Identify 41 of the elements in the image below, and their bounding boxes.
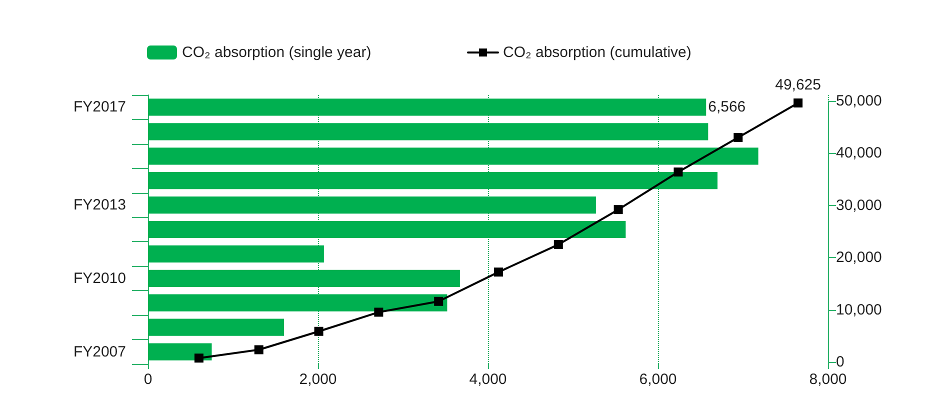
point: [794, 98, 803, 108]
x-tick-label: 0: [144, 371, 152, 388]
bar: [148, 270, 460, 287]
point: [434, 296, 444, 306]
bar: [148, 172, 718, 190]
point: [374, 308, 384, 317]
legend-label: CO₂ absorption (single year): [182, 44, 372, 61]
point: [314, 326, 324, 336]
x-tick-label: 6,000: [639, 371, 677, 388]
bar: [148, 196, 596, 214]
y-tick-label: FY2007: [73, 343, 126, 360]
legend-label: CO₂ absorption (cumulative): [503, 44, 692, 61]
data-label: 49,625: [775, 76, 821, 94]
x-tick-label: 4,000: [469, 371, 507, 388]
bar: [148, 245, 324, 263]
point: [674, 167, 683, 176]
point: [614, 205, 623, 214]
y-tick-label: 10,000: [836, 301, 882, 318]
bar: [148, 294, 448, 312]
point: [494, 268, 503, 277]
point: [734, 133, 743, 142]
y-tick-label: 0: [836, 354, 844, 370]
y-tick-label: FY2010: [73, 270, 126, 287]
bar: [148, 123, 708, 140]
bar: [148, 220, 626, 238]
x-tick-label: 8,000: [809, 371, 847, 388]
point: [194, 354, 204, 363]
bar: [148, 343, 212, 360]
bar: [148, 318, 284, 336]
y-tick-label: FY2013: [73, 196, 126, 214]
y-tick-label: 30,000: [836, 196, 882, 214]
point: [254, 345, 264, 354]
bar: [148, 148, 758, 165]
y-tick-label: 50,000: [836, 92, 882, 110]
y-tick-label: FY2017: [73, 98, 126, 116]
x-tick-label: 2,000: [299, 371, 337, 388]
bar: [148, 98, 706, 116]
y-tick-label: 40,000: [836, 144, 882, 162]
point: [554, 240, 563, 250]
y-tick-label: 20,000: [836, 249, 882, 266]
data-label: 6,566: [708, 98, 746, 116]
